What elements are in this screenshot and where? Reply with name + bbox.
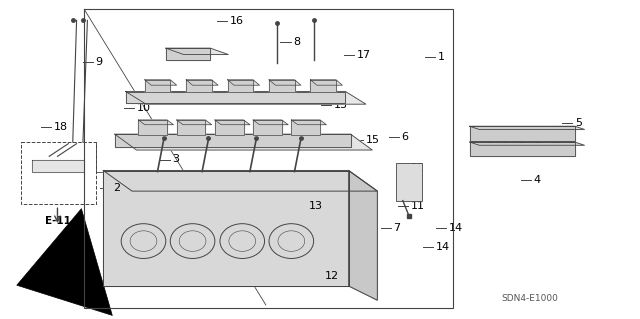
Polygon shape	[177, 120, 212, 125]
Polygon shape	[291, 120, 326, 125]
Polygon shape	[103, 171, 378, 191]
Text: 18: 18	[54, 122, 68, 132]
Polygon shape	[253, 120, 288, 125]
Polygon shape	[177, 120, 205, 135]
Text: 14: 14	[436, 242, 450, 252]
Polygon shape	[145, 80, 170, 93]
Polygon shape	[125, 92, 346, 103]
Text: 15: 15	[366, 135, 380, 145]
Polygon shape	[125, 92, 366, 104]
Text: 6: 6	[401, 132, 408, 142]
Polygon shape	[115, 134, 372, 150]
Polygon shape	[470, 142, 584, 145]
Text: 4: 4	[534, 175, 541, 185]
Text: 10: 10	[136, 103, 150, 113]
Text: 17: 17	[357, 49, 371, 60]
Bar	[20, 142, 96, 204]
Text: 9: 9	[96, 57, 103, 67]
Polygon shape	[310, 80, 342, 85]
Text: 14: 14	[449, 223, 463, 234]
Polygon shape	[186, 80, 212, 93]
Text: 1: 1	[438, 52, 445, 62]
Polygon shape	[215, 120, 250, 125]
Text: 11: 11	[410, 163, 424, 173]
Polygon shape	[470, 126, 584, 130]
Polygon shape	[228, 80, 259, 85]
Polygon shape	[253, 120, 282, 135]
Text: E-11: E-11	[45, 216, 70, 226]
Polygon shape	[186, 80, 218, 85]
Text: 3: 3	[172, 154, 179, 165]
Polygon shape	[349, 171, 378, 300]
Polygon shape	[310, 80, 336, 93]
Polygon shape	[138, 120, 167, 135]
Text: 12: 12	[325, 271, 339, 281]
Text: FR.: FR.	[48, 273, 67, 283]
Text: 2: 2	[113, 183, 120, 193]
Text: 16: 16	[230, 16, 243, 26]
Polygon shape	[291, 120, 320, 135]
Polygon shape	[166, 48, 211, 60]
Polygon shape	[166, 48, 228, 55]
Text: 11: 11	[410, 201, 424, 211]
Polygon shape	[269, 80, 301, 85]
Text: 7: 7	[394, 223, 401, 234]
Polygon shape	[103, 171, 349, 286]
Polygon shape	[115, 134, 351, 147]
Text: 13: 13	[334, 100, 348, 110]
Text: 5: 5	[575, 118, 582, 128]
Polygon shape	[215, 120, 244, 135]
Polygon shape	[470, 142, 575, 156]
Text: 13: 13	[308, 201, 323, 211]
Bar	[84, 9, 452, 308]
Text: 8: 8	[293, 37, 300, 47]
Polygon shape	[32, 160, 84, 172]
Polygon shape	[470, 126, 575, 141]
Text: SDN4-E1000: SDN4-E1000	[502, 294, 559, 303]
Polygon shape	[138, 120, 173, 125]
Polygon shape	[228, 80, 253, 93]
Bar	[396, 163, 422, 201]
Polygon shape	[145, 80, 177, 85]
Polygon shape	[269, 80, 294, 93]
